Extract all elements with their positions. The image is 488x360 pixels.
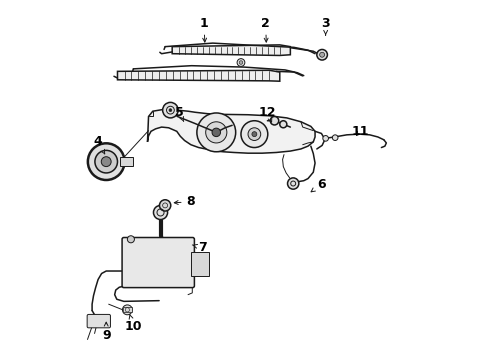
Text: 3: 3	[321, 17, 329, 35]
Text: 5: 5	[175, 106, 183, 122]
Text: 6: 6	[310, 178, 325, 192]
Circle shape	[270, 117, 278, 125]
Polygon shape	[147, 109, 314, 153]
Circle shape	[127, 236, 134, 243]
Circle shape	[251, 132, 256, 136]
FancyBboxPatch shape	[120, 157, 132, 166]
Circle shape	[212, 128, 220, 136]
Circle shape	[279, 121, 286, 128]
Text: 11: 11	[351, 125, 368, 138]
Text: 4: 4	[94, 135, 104, 154]
Text: 1: 1	[199, 17, 208, 42]
Polygon shape	[172, 45, 290, 55]
Text: 2: 2	[261, 17, 269, 42]
Circle shape	[239, 61, 242, 64]
Polygon shape	[117, 70, 279, 81]
Text: 10: 10	[124, 314, 142, 333]
Text: 9: 9	[102, 322, 110, 342]
Circle shape	[95, 150, 117, 173]
Circle shape	[205, 122, 226, 143]
FancyBboxPatch shape	[122, 238, 194, 288]
Circle shape	[247, 128, 260, 140]
Circle shape	[153, 206, 167, 220]
Circle shape	[287, 178, 298, 189]
Circle shape	[319, 52, 324, 57]
FancyBboxPatch shape	[122, 307, 132, 312]
Circle shape	[163, 102, 178, 118]
Text: 12: 12	[258, 106, 276, 122]
Circle shape	[197, 113, 235, 152]
Circle shape	[237, 59, 244, 66]
Circle shape	[322, 136, 328, 141]
Circle shape	[241, 121, 267, 148]
Circle shape	[88, 143, 124, 180]
Circle shape	[101, 157, 111, 167]
FancyBboxPatch shape	[87, 314, 110, 328]
Circle shape	[316, 49, 327, 60]
Text: 7: 7	[192, 241, 206, 254]
Circle shape	[122, 305, 132, 315]
Text: 8: 8	[174, 195, 195, 208]
Circle shape	[159, 200, 170, 211]
FancyBboxPatch shape	[190, 252, 209, 276]
Circle shape	[332, 135, 337, 140]
Circle shape	[169, 109, 171, 112]
